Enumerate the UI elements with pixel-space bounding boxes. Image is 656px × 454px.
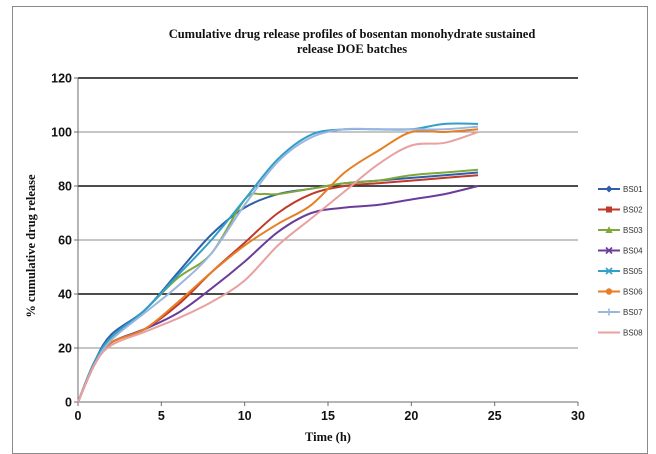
axes xyxy=(74,77,579,406)
y-tick-label: 60 xyxy=(58,234,72,248)
legend-marker-bs03 xyxy=(605,226,613,233)
series-line-bs08 xyxy=(77,131,479,403)
legend-label-bs03: BS03 xyxy=(623,226,643,235)
x-axis-label: Time (h) xyxy=(305,430,351,444)
legend-label-bs07: BS07 xyxy=(623,308,643,317)
y-tick-label: 80 xyxy=(58,180,72,194)
legend-label-bs04: BS04 xyxy=(623,247,643,256)
y-tick-labels: 0 20 40 60 80 100 120 xyxy=(51,72,72,410)
legend-label-bs05: BS05 xyxy=(623,267,643,276)
x-tick-label: 30 xyxy=(571,409,585,423)
legend-marker-bs01 xyxy=(605,185,613,193)
x-tick-labels: 0 5 10 15 20 25 30 xyxy=(75,409,585,423)
x-tick-label: 5 xyxy=(158,409,165,423)
legend: BS01 BS02 BS03 BS04 BS05 BS06 BS07 BS08 xyxy=(598,185,643,338)
legend-marker-bs07 xyxy=(605,308,613,316)
y-axis-label: % cumulative drug release xyxy=(24,174,38,318)
legend-label-bs06: BS06 xyxy=(623,288,643,297)
series-line-bs01 xyxy=(77,171,479,403)
legend-label-bs02: BS02 xyxy=(623,206,643,215)
series-line-bs06 xyxy=(77,128,479,403)
series-line-bs02 xyxy=(77,174,479,403)
series-line-bs05 xyxy=(77,122,479,403)
chart-title-line: Cumulative drug release profiles of bose… xyxy=(169,27,536,41)
chart-frame xyxy=(12,6,648,454)
y-tick-label: 40 xyxy=(58,288,72,302)
y-tick-label: 100 xyxy=(51,126,72,140)
legend-marker-bs04 xyxy=(605,246,613,255)
y-tick-label: 120 xyxy=(51,72,72,86)
y-tick-label: 0 xyxy=(65,396,72,410)
x-tick-label: 0 xyxy=(75,409,82,423)
legend-marker-bs02 xyxy=(606,206,612,213)
x-tick-label: 15 xyxy=(321,409,335,423)
series-lines xyxy=(77,122,479,403)
series-line-bs07 xyxy=(77,125,479,403)
chart-title: Cumulative drug release profiles of bose… xyxy=(169,27,536,56)
legend-marker-bs05 xyxy=(605,267,613,275)
x-tick-label: 20 xyxy=(404,409,418,423)
x-tick-label: 25 xyxy=(488,409,502,423)
chart-title-line: release DOE batches xyxy=(297,42,407,56)
legend-label-bs08: BS08 xyxy=(623,329,643,338)
series-line-bs03 xyxy=(77,168,479,403)
legend-label-bs01: BS01 xyxy=(623,185,643,194)
y-tick-label: 20 xyxy=(58,342,72,356)
legend-marker-bs06 xyxy=(605,288,613,295)
x-tick-label: 10 xyxy=(238,409,252,423)
